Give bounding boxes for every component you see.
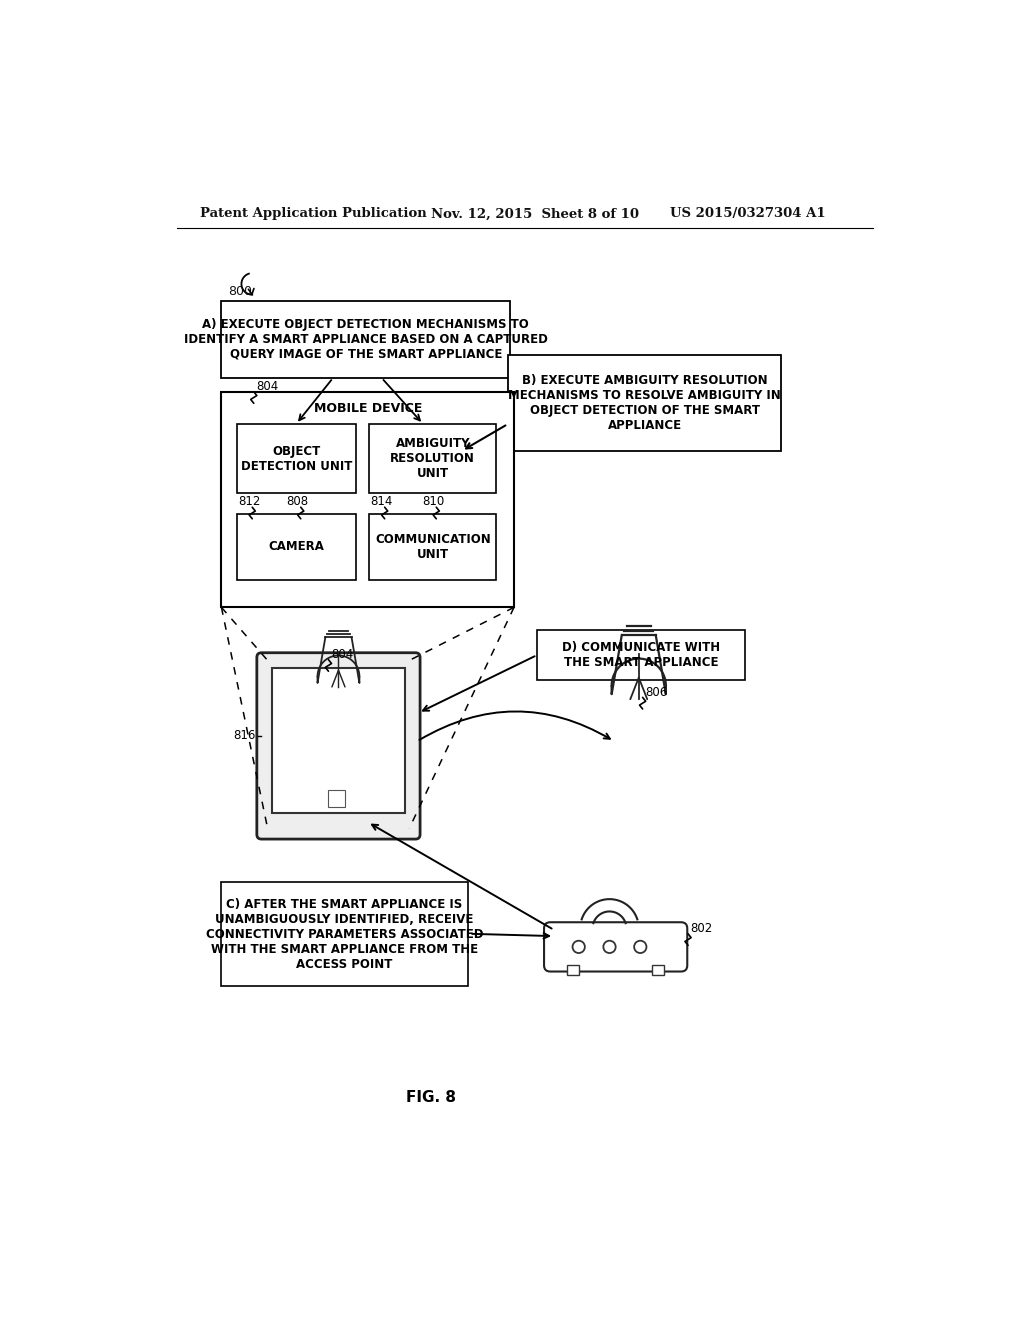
Text: 804: 804 [256,380,279,393]
Text: COMMUNICATION
UNIT: COMMUNICATION UNIT [375,533,490,561]
FancyBboxPatch shape [257,653,420,840]
Circle shape [603,941,615,953]
Circle shape [572,941,585,953]
Text: Nov. 12, 2015  Sheet 8 of 10: Nov. 12, 2015 Sheet 8 of 10 [431,207,639,220]
FancyBboxPatch shape [370,515,497,579]
Text: 814: 814 [371,495,393,508]
Text: 800: 800 [228,285,252,298]
FancyBboxPatch shape [538,630,745,680]
Text: US 2015/0327304 A1: US 2015/0327304 A1 [670,207,825,220]
FancyBboxPatch shape [370,424,497,494]
FancyBboxPatch shape [272,668,404,813]
Text: 810: 810 [422,495,444,508]
Text: AMBIGUITY
RESOLUTION
UNIT: AMBIGUITY RESOLUTION UNIT [390,437,475,480]
Text: FIG. 8: FIG. 8 [406,1090,456,1105]
Text: 806: 806 [645,685,668,698]
FancyBboxPatch shape [221,882,468,986]
Text: Patent Application Publication: Patent Application Publication [200,207,427,220]
Text: 812: 812 [238,495,260,508]
Text: A) EXECUTE OBJECT DETECTION MECHANISMS TO
IDENTIFY A SMART APPLIANCE BASED ON A : A) EXECUTE OBJECT DETECTION MECHANISMS T… [184,318,548,360]
FancyBboxPatch shape [508,355,781,451]
Text: 816: 816 [233,730,256,742]
FancyBboxPatch shape [221,301,510,378]
Text: OBJECT
DETECTION UNIT: OBJECT DETECTION UNIT [241,445,352,473]
FancyBboxPatch shape [567,965,580,974]
Text: CAMERA: CAMERA [268,540,325,553]
Text: 804: 804 [331,648,353,661]
Text: D) COMMUNICATE WITH
THE SMART APPLIANCE: D) COMMUNICATE WITH THE SMART APPLIANCE [562,640,720,669]
FancyBboxPatch shape [544,923,687,972]
FancyBboxPatch shape [328,789,345,807]
FancyBboxPatch shape [237,515,356,579]
Circle shape [634,941,646,953]
Text: MOBILE DEVICE: MOBILE DEVICE [313,403,422,416]
Text: 808: 808 [287,495,308,508]
Text: 802: 802 [690,921,713,935]
FancyBboxPatch shape [652,965,665,974]
FancyBboxPatch shape [237,424,356,494]
Text: C) AFTER THE SMART APPLIANCE IS
UNAMBIGUOUSLY IDENTIFIED, RECEIVE
CONNECTIVITY P: C) AFTER THE SMART APPLIANCE IS UNAMBIGU… [206,898,483,970]
Text: B) EXECUTE AMBIGUITY RESOLUTION
MECHANISMS TO RESOLVE AMBIGUITY IN
OBJECT DETECT: B) EXECUTE AMBIGUITY RESOLUTION MECHANIS… [508,374,781,432]
FancyBboxPatch shape [221,392,514,607]
